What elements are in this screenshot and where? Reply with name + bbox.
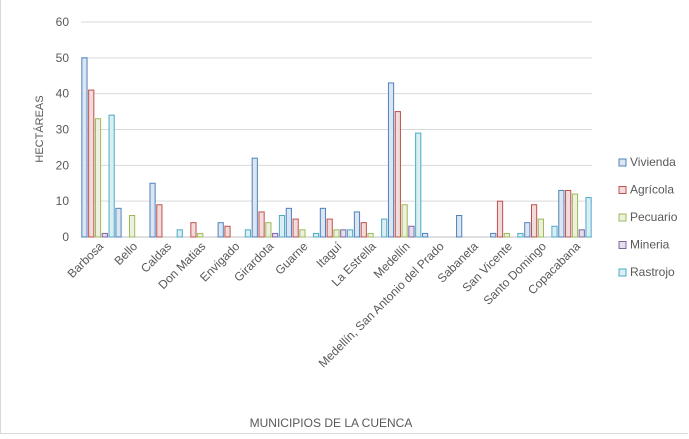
y-tick-label: 30 <box>56 123 70 137</box>
bar-mineria <box>340 229 347 238</box>
x-tick-label: Bello <box>111 239 140 268</box>
bar-rastrojo <box>517 232 524 238</box>
bar-vivienda <box>149 182 156 238</box>
bar-pecuario <box>197 232 204 238</box>
bar-rastrojo <box>176 229 183 238</box>
legend-swatch <box>618 158 627 167</box>
bar-agrícola <box>258 211 265 238</box>
bar-rastrojo <box>312 232 320 238</box>
bar-pecuario <box>265 222 272 238</box>
bar-pecuario <box>129 215 136 238</box>
bar-mineria <box>101 232 108 238</box>
bar-mineria <box>578 229 585 238</box>
bar-vivienda <box>319 207 326 238</box>
bar-vivienda <box>115 207 122 238</box>
legend-label: Rastrojo <box>630 265 675 279</box>
legend-label: Mineria <box>630 238 670 252</box>
bar-vivienda <box>422 232 429 238</box>
y-tick-label: 60 <box>56 15 70 29</box>
bar-vivienda <box>524 222 531 238</box>
bar-agrícola <box>360 222 367 238</box>
legend-label: Pecuario <box>630 210 678 224</box>
bar-agrícola <box>190 222 197 238</box>
x-tick-label: Guarne <box>272 239 310 277</box>
legend-swatch <box>618 268 627 277</box>
bar-agrícola <box>496 200 504 238</box>
bar-agrícola <box>88 89 95 238</box>
bar-pecuario <box>367 232 374 238</box>
bar-rastrojo <box>108 114 115 238</box>
legend: Vivienda Agrícola Pecuario Mineria Rastrojo <box>618 155 678 279</box>
bar-vivienda <box>353 211 361 238</box>
bar-mineria <box>408 225 415 238</box>
bar-vivienda <box>558 189 565 238</box>
bar-vivienda <box>285 207 292 238</box>
bar-pecuario <box>503 232 510 238</box>
bar-pecuario <box>94 118 102 238</box>
y-tick-label: 0 <box>62 230 69 244</box>
bar-rastrojo <box>585 197 592 238</box>
bar-vivienda <box>251 157 258 238</box>
bar-agrícola <box>292 218 299 238</box>
bar-vivienda <box>490 232 497 238</box>
bar-pecuario <box>401 204 408 238</box>
y-tick-label: 20 <box>56 158 70 172</box>
bars <box>81 57 592 238</box>
bar-mineria <box>272 232 279 238</box>
gridlines <box>81 21 592 238</box>
bar-pecuario <box>571 193 579 238</box>
bar-agrícola <box>565 189 572 238</box>
legend-label: Vivienda <box>630 155 676 169</box>
bar-agrícola <box>326 218 333 238</box>
bar-rastrojo <box>415 132 422 238</box>
bar-rastrojo <box>551 225 558 238</box>
legend-swatch <box>618 186 627 194</box>
bar-agrícola <box>156 204 163 238</box>
bar-agrícola <box>531 204 538 238</box>
y-tick-label: 40 <box>56 87 70 101</box>
x-tick-label: Itaguí <box>313 239 345 271</box>
x-tick-label: Medellín, San Antonio del Prado <box>316 239 447 370</box>
bar-vivienda <box>217 222 224 238</box>
bar-vivienda <box>387 82 395 238</box>
bar-vivienda <box>456 215 463 238</box>
x-tick-label: Barbosa <box>65 239 107 281</box>
y-tick-label: 10 <box>56 194 70 208</box>
bar-pecuario <box>333 229 340 238</box>
legend-swatch <box>618 213 627 222</box>
bar-agrícola <box>224 225 231 238</box>
bar-rastrojo <box>381 218 388 238</box>
legend-label: Agrícola <box>630 183 674 197</box>
legend-swatch <box>618 241 627 249</box>
y-tick-label: 50 <box>56 51 70 65</box>
x-axis-title: MUNICIPIOS DE LA CUENCA <box>250 416 413 430</box>
bar-pecuario <box>299 229 306 238</box>
bar-pecuario <box>537 218 544 238</box>
bar-agrícola <box>394 111 401 238</box>
bar-rastrojo <box>244 229 252 238</box>
bar-rastrojo <box>278 215 286 238</box>
y-axis-title: HECTÁREAS <box>33 95 46 162</box>
y-tick-labels: 0 10 20 30 40 50 60 <box>56 15 70 244</box>
bar-vivienda <box>81 57 88 238</box>
bar-rastrojo <box>347 229 354 238</box>
